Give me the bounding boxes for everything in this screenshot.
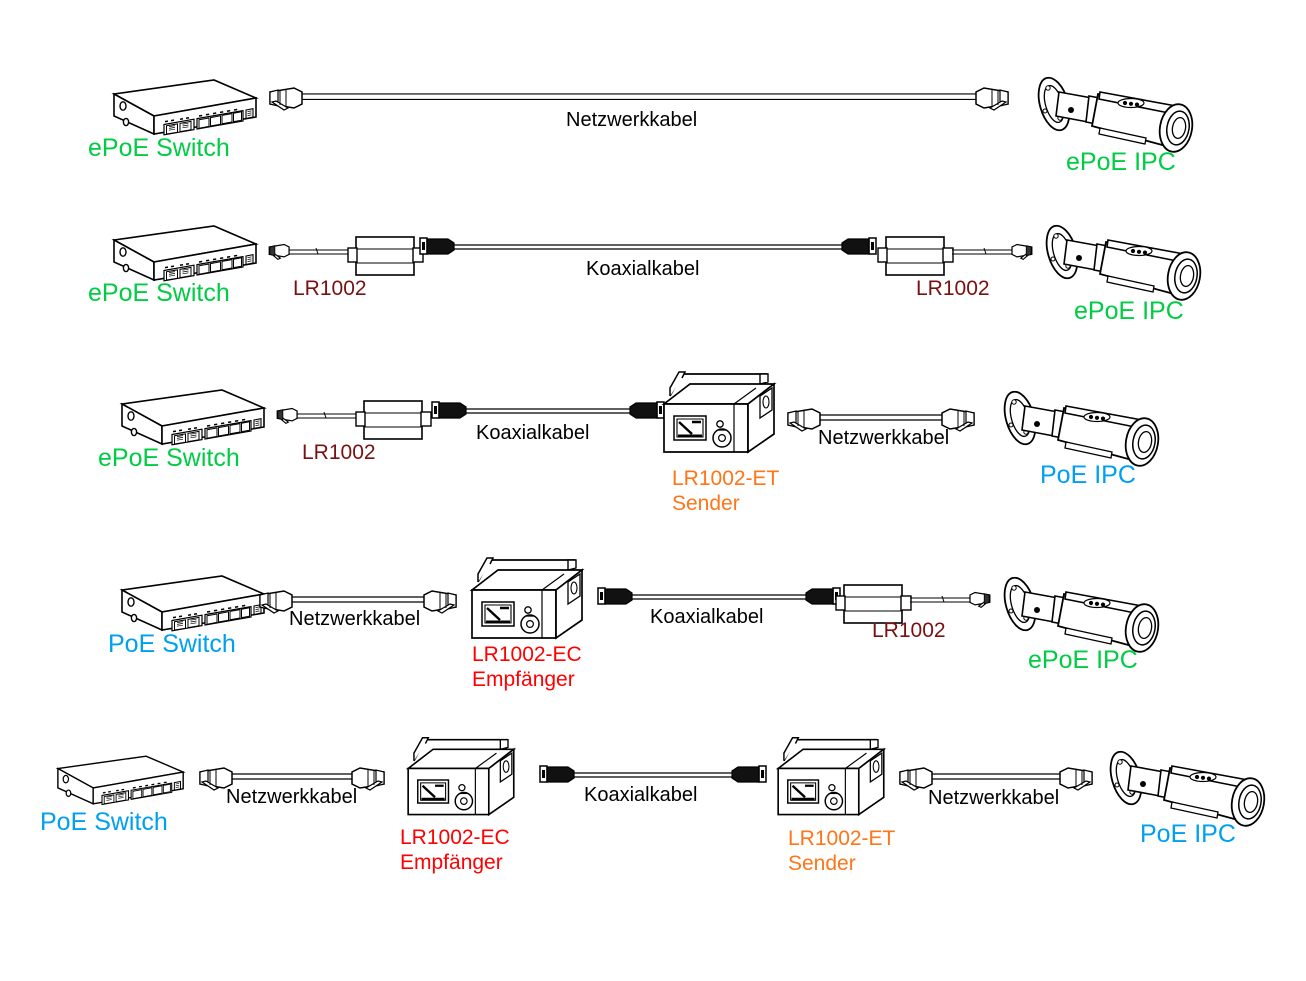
- row-3-lr1002-et-sublabel: Sender: [672, 492, 740, 515]
- row-5-lr1002-ec-label: LR1002-EC: [400, 826, 510, 849]
- row-4-poe-switch[interactable]: [104, 568, 274, 638]
- converter-box-icon: [776, 736, 886, 816]
- row-1-epoe-switch-label: ePoE Switch: [88, 134, 230, 162]
- row-4-coax-cable-label: Koaxialkabel: [650, 606, 764, 628]
- row-5-lr1002-et-label: LR1002-ET: [788, 827, 896, 850]
- row-2-lr1002-right-icon: [877, 236, 1033, 276]
- row-4-network-cable-label: Netzwerkkabel: [289, 608, 421, 630]
- row-1-network-cable-label: Netzwerkkabel: [566, 109, 698, 131]
- row-1-epoe-ipc[interactable]: [1026, 66, 1202, 158]
- row-2-epoe-switch[interactable]: [96, 218, 266, 288]
- row-5-poe-switch-label: PoE Switch: [40, 808, 168, 836]
- row-5-network-cable-left-icon: [199, 767, 385, 791]
- row-4-network-cable-icon: [259, 590, 457, 614]
- row-4-lr1002-ec[interactable]: [456, 552, 596, 652]
- row-5-poe-ipc-label: PoE IPC: [1140, 820, 1236, 848]
- row-5-poe-switch[interactable]: [42, 748, 192, 812]
- row-2-lr1002-left-label: LR1002: [293, 277, 367, 300]
- row-3-network-cable-label: Netzwerkkabel: [818, 427, 950, 449]
- row-3-lr1002-et-label: LR1002-ET: [672, 467, 780, 490]
- row-3-epoe-switch-label: ePoE Switch: [98, 444, 240, 472]
- converter-box-icon: [406, 736, 516, 816]
- row-5-network-cable-left-label: Netzwerkkabel: [226, 786, 358, 808]
- converter-box-icon: [662, 370, 776, 454]
- row-5-coax-cable-label: Koaxialkabel: [584, 784, 698, 806]
- row-5-lr1002-et-sublabel: Sender: [788, 852, 856, 875]
- row-5-lr1002-et[interactable]: [762, 732, 898, 828]
- row-4-lr1002-ec-label: LR1002-EC: [472, 643, 582, 666]
- switch-icon: [57, 755, 184, 806]
- row-2-coax-cable-icon: [419, 237, 877, 255]
- row-5-poe-ipc[interactable]: [1098, 740, 1274, 832]
- row-3-poe-ipc-label: PoE IPC: [1040, 461, 1136, 489]
- row-2-epoe-ipc[interactable]: [1034, 214, 1210, 306]
- row-2-epoe-switch-label: ePoE Switch: [88, 279, 230, 307]
- camera-icon: [998, 573, 1163, 656]
- row-4-lr1002-ec-sublabel: Empfänger: [472, 668, 575, 691]
- row-3-lr1002-left-icon: [276, 400, 432, 440]
- row-4-epoe-ipc[interactable]: [992, 566, 1168, 658]
- row-4-coax-cable-icon: [597, 587, 841, 605]
- camera-icon: [1104, 747, 1269, 830]
- camera-icon: [1040, 221, 1205, 304]
- row-4-lr1002-right-label: LR1002: [872, 619, 946, 642]
- row-1-network-cable-icon: [269, 87, 1009, 111]
- camera-icon: [998, 387, 1163, 470]
- row-2-epoe-ipc-label: ePoE IPC: [1074, 297, 1184, 325]
- row-5-network-cable-right-icon: [899, 767, 1093, 791]
- row-5-network-cable-right-label: Netzwerkkabel: [928, 787, 1060, 809]
- row-4-epoe-ipc-label: ePoE IPC: [1028, 646, 1138, 674]
- row-4-lr1002-right-icon: [835, 584, 991, 624]
- row-1-epoe-switch[interactable]: [96, 72, 266, 142]
- row-3-coax-cable-icon: [431, 401, 665, 419]
- switch-icon: [113, 79, 257, 136]
- row-3-network-cable-icon: [787, 408, 975, 432]
- row-2-lr1002-right-label: LR1002: [916, 277, 990, 300]
- row-3-lr1002-left-label: LR1002: [302, 441, 376, 464]
- row-1-epoe-ipc-label: ePoE IPC: [1066, 148, 1176, 176]
- converter-box-icon: [470, 556, 584, 640]
- row-4-poe-switch-label: PoE Switch: [108, 630, 236, 658]
- row-5-coax-cable-icon: [539, 765, 767, 783]
- row-3-coax-cable-label: Koaxialkabel: [476, 422, 590, 444]
- row-3-epoe-switch[interactable]: [104, 382, 274, 452]
- row-5-lr1002-ec-sublabel: Empfänger: [400, 851, 503, 874]
- row-2-coax-cable-label: Koaxialkabel: [586, 258, 700, 280]
- switch-icon: [121, 575, 265, 632]
- row-2-lr1002-left-icon: [268, 236, 424, 276]
- row-3-lr1002-et[interactable]: [648, 366, 788, 466]
- row-3-poe-ipc[interactable]: [992, 380, 1168, 472]
- camera-icon: [1032, 73, 1197, 156]
- row-5-lr1002-ec[interactable]: [392, 732, 528, 828]
- switch-icon: [121, 389, 265, 446]
- switch-icon: [113, 225, 257, 282]
